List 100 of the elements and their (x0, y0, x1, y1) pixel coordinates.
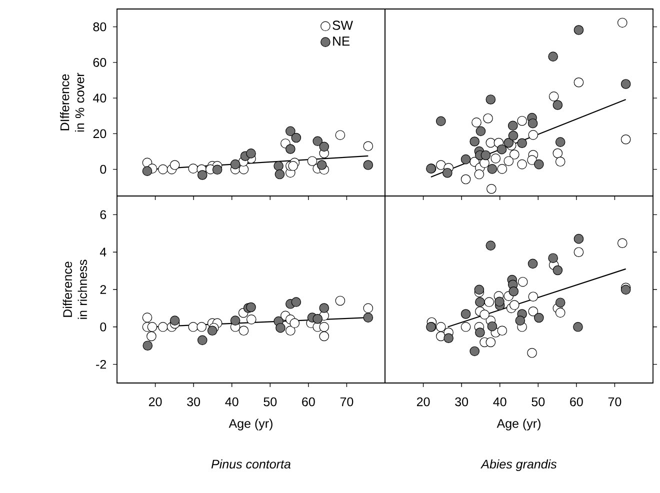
point (527, 348, 537, 358)
point (517, 159, 527, 170)
point (555, 298, 566, 308)
point (552, 265, 563, 276)
point (212, 164, 222, 175)
y-tick-label: 40 (93, 94, 106, 102)
point (363, 312, 374, 322)
point (363, 141, 374, 152)
point (487, 321, 498, 332)
point (504, 156, 514, 166)
point (510, 150, 520, 160)
point (472, 118, 482, 128)
point (170, 160, 180, 170)
y-tick-label: 4 (100, 248, 106, 256)
point (534, 159, 544, 170)
point (335, 296, 346, 306)
point (497, 164, 508, 174)
point (363, 160, 374, 170)
point (444, 333, 454, 344)
point (504, 138, 514, 148)
x-tick-label: 60 (302, 397, 315, 406)
y-tick-label: 60 (93, 58, 106, 67)
point (230, 159, 240, 170)
point (319, 322, 330, 332)
point (508, 120, 518, 131)
x-tick-label: 40 (225, 397, 238, 406)
point (620, 79, 631, 89)
point (196, 322, 207, 332)
point (288, 161, 298, 171)
point (487, 164, 498, 174)
point (188, 322, 198, 332)
point (470, 136, 480, 146)
point (508, 286, 519, 296)
point (528, 258, 538, 269)
y-axis-title: Difference in richness (62, 260, 87, 319)
x-tick-label: 60 (570, 397, 583, 406)
point (517, 116, 527, 126)
point (483, 113, 493, 124)
point (474, 169, 484, 180)
point (290, 318, 300, 328)
x-tick-label: 20 (148, 397, 162, 406)
point (246, 314, 256, 324)
point (480, 310, 490, 320)
point (142, 312, 152, 322)
x-axis-title: Age (yr) (496, 418, 540, 430)
x-tick-label: 20 (416, 397, 430, 406)
point (508, 130, 518, 141)
point (319, 331, 330, 342)
point (207, 326, 218, 336)
point (442, 168, 452, 178)
point (474, 284, 484, 295)
x-tick-label: 50 (532, 397, 545, 406)
point (574, 247, 584, 258)
point (486, 337, 496, 348)
point (142, 340, 153, 351)
point (528, 130, 538, 140)
point (528, 292, 538, 302)
point (286, 144, 296, 154)
point (515, 316, 526, 326)
point (486, 240, 496, 250)
point (460, 309, 471, 319)
legend-label: SW (332, 20, 353, 30)
point (486, 184, 496, 194)
point (197, 335, 208, 346)
point (534, 312, 544, 323)
y-tick-label: 0 (100, 164, 106, 174)
text: Abies grandis (480, 459, 557, 472)
point (510, 300, 520, 310)
point (496, 144, 507, 154)
point (497, 326, 508, 336)
y-tick-label: -2 (96, 360, 106, 369)
point (617, 238, 628, 248)
point (276, 322, 286, 333)
point (246, 148, 256, 158)
point (291, 132, 302, 143)
point (484, 297, 494, 307)
y-tick-label: 20 (93, 129, 106, 138)
point (436, 322, 446, 332)
point (286, 126, 296, 136)
point (246, 302, 256, 312)
point (274, 161, 284, 171)
point (436, 160, 446, 170)
x-tick-label: 40 (493, 397, 506, 406)
point (470, 346, 480, 356)
point (146, 331, 156, 342)
point (552, 148, 563, 158)
y-axis-title: DIfference in % cover (60, 72, 84, 132)
point (555, 137, 566, 147)
y-tick-label: 80 (93, 22, 106, 32)
point (460, 154, 471, 164)
point (617, 18, 628, 28)
point (552, 100, 563, 110)
point (363, 303, 374, 314)
x-tick-label: 70 (340, 397, 354, 406)
point (286, 326, 296, 336)
point (274, 169, 285, 180)
point (574, 25, 584, 35)
point (460, 174, 471, 184)
legend-label: NE (333, 36, 350, 46)
x-axis-title: Age (yr) (228, 418, 272, 430)
